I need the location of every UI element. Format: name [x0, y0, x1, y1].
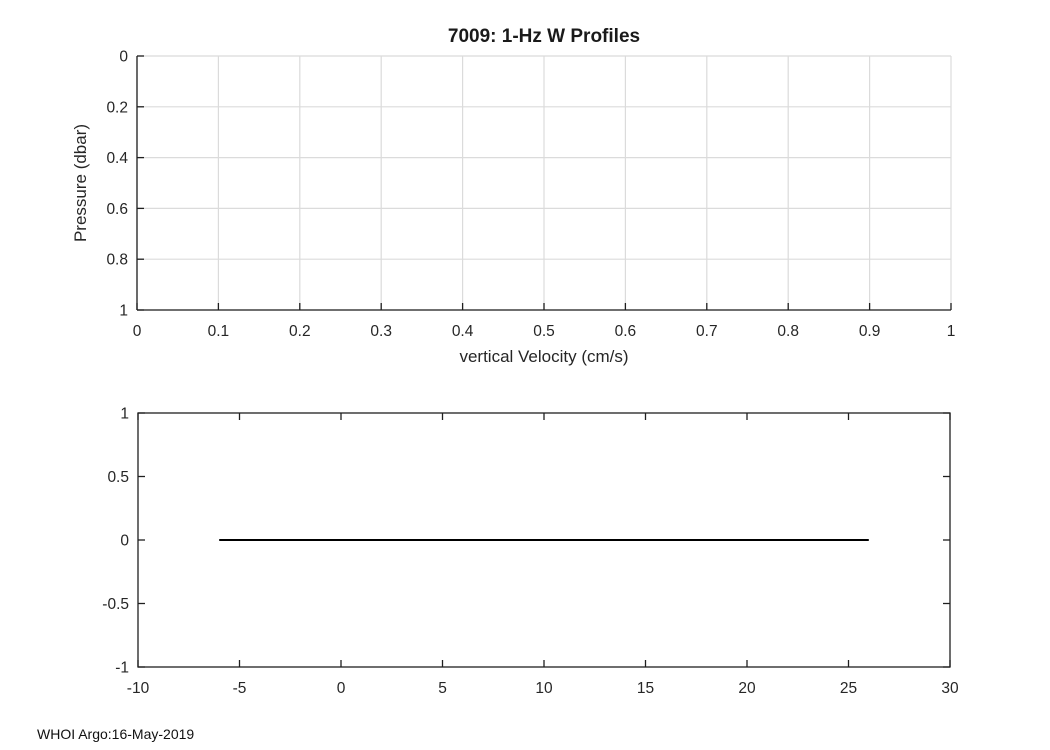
x-tick-label: 0.1: [208, 323, 230, 340]
y-tick-label: -0.5: [102, 596, 129, 613]
x-tick-label: 0.5: [533, 323, 555, 340]
x-tick-label: 1: [947, 323, 956, 340]
x-tick-label: 30: [941, 680, 959, 697]
x-tick-label: 0.2: [289, 323, 311, 340]
y-tick-label: 0.4: [106, 150, 128, 167]
x-tick-label: -10: [127, 680, 150, 697]
x-tick-label: 0.7: [696, 323, 718, 340]
x-tick-label: 0.8: [777, 323, 799, 340]
x-tick-label: 0.3: [370, 323, 392, 340]
y-tick-label: 0.8: [106, 252, 128, 269]
x-axis-label: vertical Velocity (cm/s): [459, 347, 629, 366]
y-tick-label: 1: [119, 303, 128, 320]
x-tick-label: 25: [840, 680, 857, 697]
x-tick-label: 20: [738, 680, 756, 697]
y-tick-label: 0.2: [106, 99, 128, 116]
x-tick-label: 0: [337, 680, 346, 697]
x-tick-label: 5: [438, 680, 447, 697]
y-tick-label: 0: [120, 533, 129, 550]
y-tick-label: 0: [119, 49, 128, 66]
chart-title: 7009: 1-Hz W Profiles: [447, 26, 641, 47]
x-tick-label: 0.6: [615, 323, 637, 340]
x-tick-label: 0.9: [859, 323, 881, 340]
footer-text: WHOI Argo:16-May-2019: [37, 726, 195, 742]
y-axis-label: Pressure (dbar): [71, 123, 90, 243]
x-tick-label: 0.4: [452, 323, 474, 340]
y-tick-label: 0.6: [106, 201, 128, 218]
x-tick-label: 0: [133, 323, 142, 340]
y-tick-label: -1: [115, 660, 129, 677]
x-tick-label: 10: [535, 680, 553, 697]
y-tick-label: 1: [120, 406, 129, 423]
x-tick-label: -5: [233, 680, 247, 697]
x-tick-label: 15: [637, 680, 654, 697]
y-tick-label: 0.5: [107, 469, 129, 486]
